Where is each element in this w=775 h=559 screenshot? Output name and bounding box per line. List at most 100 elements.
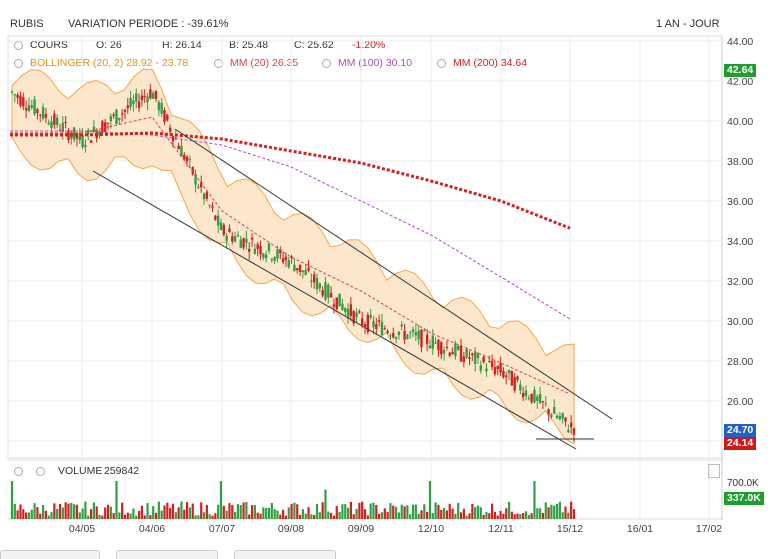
- volume-bar: [154, 512, 158, 519]
- candle-body: [262, 253, 265, 258]
- candle-body: [569, 422, 573, 428]
- volume-bar: [296, 504, 299, 519]
- mm100-line: [10, 130, 571, 320]
- candle-body: [98, 131, 101, 137]
- volume-bar: [64, 502, 67, 519]
- candle-body: [256, 244, 259, 249]
- volume-bar: [380, 512, 384, 519]
- volume-bar: [550, 504, 553, 519]
- volume-bar: [423, 504, 426, 519]
- candle-body: [276, 249, 279, 259]
- volume-bar: [389, 503, 392, 519]
- volume-bar: [188, 507, 192, 519]
- candle-body: [185, 157, 189, 162]
- volume-bar: [95, 506, 98, 519]
- candle-body: [236, 235, 240, 237]
- volume-bar: [225, 510, 228, 519]
- candle-body: [44, 114, 48, 118]
- footer-tab-2[interactable]: [116, 550, 218, 559]
- volume-bar: [149, 515, 152, 519]
- volume-toggle-icon[interactable]: [14, 467, 23, 476]
- candle-body: [149, 89, 152, 99]
- candle-body: [358, 311, 361, 313]
- volume-gear-icon[interactable]: [36, 467, 45, 476]
- volume-bar: [307, 507, 310, 519]
- period-selector[interactable]: 1 AN - JOUR: [656, 18, 720, 30]
- candle-body: [24, 108, 28, 111]
- candle-body: [479, 365, 483, 371]
- volume-bar: [132, 508, 135, 519]
- candle-body: [547, 409, 550, 415]
- candle-body: [81, 135, 84, 148]
- volume-bar: [191, 503, 194, 519]
- volume-bar: [10, 481, 14, 519]
- candle-body: [355, 312, 358, 318]
- volume-bar: [471, 503, 474, 519]
- volume-bar: [440, 509, 443, 519]
- candle-body: [168, 127, 172, 132]
- volume-bar: [462, 508, 465, 519]
- volume-bar: [383, 508, 386, 519]
- volume-panel-checkbox[interactable]: [708, 464, 720, 478]
- volume-bar: [211, 515, 214, 519]
- candle-body: [366, 314, 370, 332]
- candle-body: [349, 304, 353, 316]
- x-tick-label: 07/07: [209, 523, 235, 535]
- candle-body: [394, 337, 398, 339]
- x-tick-label: 16/01: [627, 523, 653, 535]
- volume-bar: [50, 512, 53, 519]
- candle-body: [414, 332, 418, 336]
- bollinger-gear-icon[interactable]: [14, 59, 23, 68]
- candle-body: [360, 318, 364, 326]
- open-value: O: 26: [96, 39, 122, 51]
- volume-bar: [378, 513, 381, 519]
- trend-channel: [92, 128, 613, 450]
- candle-body: [400, 324, 403, 327]
- volume-bar: [84, 501, 87, 519]
- candle-body: [524, 390, 528, 396]
- candle-body: [521, 392, 525, 398]
- candle-body: [488, 361, 491, 363]
- symbol-name: RUBIS: [10, 18, 44, 30]
- x-tick-label: 09/08: [278, 523, 304, 535]
- volume-bar: [89, 509, 93, 519]
- candle-body: [78, 132, 81, 141]
- mm200-gear-icon[interactable]: [437, 59, 446, 68]
- candle-body: [434, 342, 437, 344]
- candle-body: [403, 331, 406, 340]
- volume-bar: [485, 511, 488, 519]
- y-tick-label: 34.00: [727, 236, 753, 248]
- mm100-gear-icon[interactable]: [322, 59, 331, 68]
- candle-body: [84, 144, 87, 148]
- volume-bar: [397, 512, 401, 519]
- channel-upper-line: [174, 128, 613, 420]
- candle-body: [101, 121, 104, 133]
- candle-body: [363, 324, 367, 327]
- volume-bar: [39, 513, 42, 519]
- candle-body: [143, 96, 146, 98]
- volume-bar: [513, 514, 516, 519]
- candle-body: [270, 259, 274, 261]
- volume-bar: [146, 503, 149, 519]
- volume-bar: [185, 502, 189, 519]
- footer-tab-3[interactable]: [234, 550, 336, 559]
- candle-body: [41, 107, 45, 119]
- candle-body: [296, 268, 299, 271]
- volume-bar: [273, 509, 276, 519]
- candle-body: [490, 360, 494, 368]
- volume-bar: [284, 515, 288, 519]
- volume-bars: [10, 481, 576, 519]
- volume-value: 259842: [104, 465, 140, 477]
- candle-body: [228, 228, 231, 233]
- candle-body: [321, 290, 324, 296]
- volume-bar: [92, 502, 95, 519]
- volume-bar: [409, 514, 412, 519]
- candle-body: [115, 109, 118, 124]
- volume-bar: [318, 512, 321, 519]
- volume-bar: [375, 504, 378, 519]
- volume-bar: [505, 508, 508, 519]
- candle-body: [112, 114, 115, 116]
- footer-tab-1[interactable]: [0, 550, 100, 559]
- candle-body: [214, 215, 217, 220]
